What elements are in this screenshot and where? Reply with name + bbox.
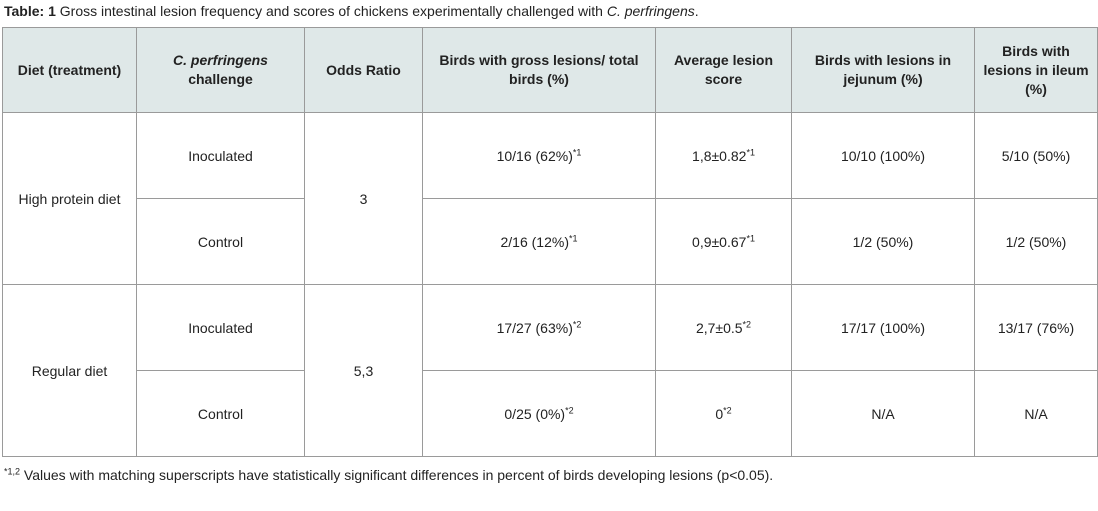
- caption-text: Gross intestinal lesion frequency and sc…: [55, 3, 607, 19]
- header-challenge: C. perfringens challenge: [136, 27, 305, 113]
- header-ileum: Birds with lesions in ileum (%): [974, 27, 1098, 113]
- score-value: 1,8±0.82: [692, 147, 747, 164]
- score-cell: 2,7±0.5*2: [655, 284, 792, 371]
- header-diet: Diet (treatment): [2, 27, 137, 113]
- odds-ratio-cell: 5,3: [304, 284, 423, 457]
- score-superscript: *2: [723, 404, 732, 415]
- lesions-superscript: *1: [568, 232, 578, 243]
- lesions-superscript: *2: [565, 404, 574, 415]
- lesions-superscript: *2: [572, 318, 582, 329]
- header-challenge-organism: C. perfringens: [173, 52, 268, 68]
- ileum-cell: N/A: [974, 370, 1098, 457]
- header-jejunum: Birds with lesions in jejunum (%): [791, 27, 975, 113]
- jejunum-cell: 10/10 (100%): [791, 112, 975, 199]
- lesions-value: 2/16 (12%): [500, 233, 569, 250]
- lesions-cell: 0/25 (0%)*2: [422, 370, 656, 457]
- score-value: 0,9±0.67: [692, 233, 747, 250]
- challenge-cell: Inoculated: [136, 284, 305, 371]
- lesions-value: 17/27 (63%): [496, 319, 573, 336]
- score-cell: 1,8±0.82*1: [655, 112, 792, 199]
- lesions-value: 10/16 (62%): [496, 147, 573, 164]
- lesion-table: Diet (treatment) C. perfringens challenge…: [2, 27, 1098, 457]
- score-cell: 0,9±0.67*1: [655, 198, 792, 285]
- footnote-text: Values with matching superscripts have s…: [20, 467, 774, 483]
- lesions-cell: 10/16 (62%)*1: [422, 112, 656, 199]
- diet-cell: Regular diet: [2, 284, 137, 457]
- lesions-cell: 2/16 (12%)*1: [422, 198, 656, 285]
- score-value: 2,7±0.5: [695, 319, 743, 336]
- score-superscript: *1: [746, 232, 755, 243]
- diet-cell: High protein diet: [2, 112, 137, 285]
- header-odds-ratio: Odds Ratio: [304, 27, 423, 113]
- table-row: Control 0/25 (0%)*2 0*2 N/A N/A: [3, 370, 1098, 457]
- caption-organism: C. perfringens: [606, 3, 695, 19]
- table-row: Regular diet Inoculated 5,3 17/27 (63%)*…: [2, 284, 1098, 457]
- challenge-cell: Control: [136, 370, 305, 457]
- jejunum-cell: N/A: [791, 370, 975, 457]
- score-superscript: *1: [746, 146, 755, 157]
- table-footnote: *1,2 Values with matching superscripts h…: [4, 466, 804, 485]
- ileum-cell: 13/17 (76%): [974, 284, 1098, 371]
- jejunum-cell: 1/2 (50%): [791, 198, 975, 285]
- caption-label: Table: 1: [4, 3, 56, 19]
- challenge-cell: Control: [136, 198, 305, 285]
- header-challenge-word: challenge: [188, 71, 253, 87]
- score-cell: 0*2: [655, 370, 792, 457]
- table-row: Control 2/16 (12%)*1 0,9±0.67*1 1/2 (50%…: [3, 198, 1098, 285]
- footnote-marker: *1,2: [4, 466, 21, 477]
- score-value: 0: [715, 405, 724, 422]
- caption-end: .: [694, 3, 699, 19]
- score-superscript: *2: [742, 318, 752, 329]
- jejunum-cell: 17/17 (100%): [791, 284, 975, 371]
- header-row: Diet (treatment) C. perfringens challenge…: [2, 27, 1098, 113]
- header-average-score: Average lesion score: [655, 27, 792, 113]
- header-birds-lesions: Birds with gross lesions/ total birds (%…: [422, 27, 656, 113]
- challenge-cell: Inoculated: [136, 112, 305, 199]
- odds-ratio-cell: 3: [304, 112, 423, 285]
- ileum-cell: 1/2 (50%): [974, 198, 1098, 285]
- table-row: High protein diet Inoculated 3 10/16 (62…: [2, 112, 1098, 285]
- lesions-cell: 17/27 (63%)*2: [422, 284, 656, 371]
- ileum-cell: 5/10 (50%): [974, 112, 1098, 199]
- lesions-value: 0/25 (0%): [504, 405, 566, 422]
- table-caption: Table: 1 Gross intestinal lesion frequen…: [4, 2, 699, 20]
- lesions-superscript: *1: [572, 146, 582, 157]
